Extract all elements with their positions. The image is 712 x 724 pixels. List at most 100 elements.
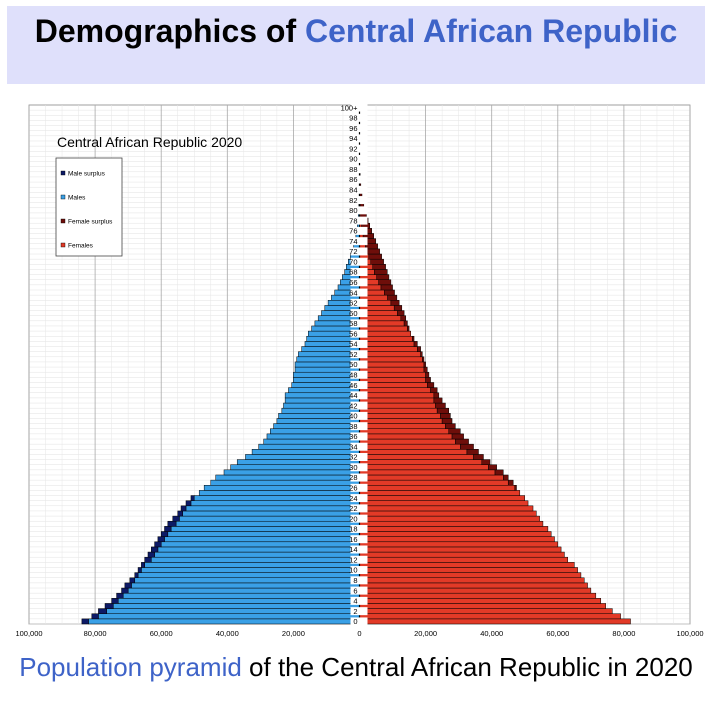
male-surplus-bar bbox=[98, 608, 107, 614]
y-tick-label: 96 bbox=[349, 124, 357, 133]
female-bar bbox=[359, 464, 489, 471]
male-surplus-bar bbox=[180, 505, 187, 512]
y-tick-bg bbox=[350, 566, 368, 575]
legend-label: Females bbox=[68, 243, 94, 250]
female-bar bbox=[359, 582, 588, 589]
male-surplus-bar bbox=[81, 618, 89, 625]
y-tick-bg bbox=[350, 278, 368, 287]
male-surplus-bar bbox=[172, 515, 180, 522]
y-tick-label: 70 bbox=[349, 257, 357, 266]
y-tick-bg bbox=[350, 257, 368, 266]
female-surplus-bar bbox=[430, 387, 438, 394]
x-tick-labels: 100,000 80,000 60,000 40,000 20,000 0 20,000 40… bbox=[15, 629, 703, 638]
y-tick-label: 82 bbox=[349, 196, 357, 205]
male-surplus-bar bbox=[147, 551, 155, 558]
female-surplus-bar bbox=[455, 438, 469, 445]
male-surplus-bar bbox=[167, 520, 177, 527]
male-bar bbox=[194, 495, 360, 501]
y-tick-bg bbox=[350, 545, 368, 554]
y-tick-bg bbox=[350, 514, 368, 523]
y-tick-label: 72 bbox=[349, 247, 357, 256]
male-bar bbox=[141, 567, 360, 573]
male-surplus-bar bbox=[134, 572, 139, 579]
y-tick-bg bbox=[350, 452, 368, 461]
female-bar bbox=[359, 546, 562, 553]
male-bar bbox=[236, 459, 360, 465]
male-bar bbox=[198, 490, 360, 496]
female-surplus-bar bbox=[413, 341, 418, 347]
female-surplus-bar bbox=[433, 397, 443, 404]
female-bar bbox=[359, 613, 621, 620]
female-bar bbox=[359, 536, 555, 543]
x-tick-label: 100,000 bbox=[676, 629, 703, 638]
female-surplus-bar bbox=[378, 279, 392, 286]
female-bar bbox=[359, 608, 613, 614]
y-tick-bg bbox=[350, 185, 368, 194]
male-bar bbox=[122, 592, 360, 599]
y-tick-bg bbox=[350, 596, 368, 605]
y-tick-label: 100+ bbox=[341, 103, 359, 112]
female-bar bbox=[359, 577, 585, 584]
y-tick-label: 2 bbox=[353, 607, 357, 616]
female-bar bbox=[359, 603, 606, 609]
female-bar bbox=[359, 479, 509, 486]
female-bar bbox=[359, 474, 504, 481]
female-bar bbox=[359, 341, 415, 347]
y-tick-label: 4 bbox=[353, 597, 357, 606]
male-surplus-bar bbox=[137, 567, 142, 573]
y-tick-label: 78 bbox=[349, 216, 357, 225]
y-tick-bg bbox=[350, 432, 368, 441]
male-bar bbox=[134, 577, 360, 584]
caption-link[interactable]: Population pyramid bbox=[19, 652, 242, 682]
y-tick-bg bbox=[350, 288, 368, 297]
female-bar bbox=[359, 449, 468, 455]
y-tick-label: 30 bbox=[349, 463, 357, 472]
female-surplus-bar bbox=[427, 382, 435, 388]
header-title-link[interactable]: Central African Republic bbox=[305, 13, 678, 49]
female-bar bbox=[359, 515, 540, 522]
female-bar bbox=[359, 531, 552, 537]
y-tick-label: 88 bbox=[349, 165, 357, 174]
female-surplus-bar bbox=[370, 258, 384, 265]
legend-swatch bbox=[60, 218, 66, 224]
female-surplus-bar bbox=[466, 449, 479, 455]
y-tick-label: 14 bbox=[349, 545, 357, 554]
female-surplus-bar bbox=[423, 366, 428, 373]
y-tick-label: 62 bbox=[349, 299, 357, 308]
y-tick-label: 8 bbox=[353, 576, 357, 585]
male-bar bbox=[230, 464, 360, 471]
y-tick-label: 6 bbox=[353, 586, 357, 595]
female-surplus-bar bbox=[412, 335, 415, 342]
legend-swatch bbox=[60, 242, 66, 248]
female-bar bbox=[359, 454, 474, 460]
y-tick-bg bbox=[350, 442, 368, 451]
y-tick-bg bbox=[350, 319, 368, 328]
male-bar bbox=[223, 469, 360, 476]
y-tick-label: 26 bbox=[349, 484, 357, 493]
y-tick-bg bbox=[350, 586, 368, 595]
male-surplus-bar bbox=[190, 495, 195, 501]
y-tick-label: 28 bbox=[349, 473, 357, 482]
male-bar bbox=[113, 603, 360, 609]
y-tick-bg bbox=[350, 381, 368, 390]
male-surplus-bar bbox=[177, 510, 183, 517]
female-bar bbox=[359, 366, 425, 373]
female-bar bbox=[359, 356, 423, 363]
male-surplus-bar bbox=[91, 613, 99, 620]
female-surplus-bar bbox=[441, 418, 453, 424]
male-bar bbox=[137, 572, 360, 579]
female-bar bbox=[359, 556, 568, 563]
male-surplus-bar bbox=[121, 587, 129, 594]
female-surplus-bar bbox=[423, 361, 426, 368]
legend-label: Male surplus bbox=[68, 171, 106, 178]
population-pyramid-chart: 0246810121416182022242628303234363840424… bbox=[15, 103, 703, 638]
male-bar bbox=[210, 479, 360, 486]
female-bar bbox=[359, 572, 582, 579]
female-surplus-bar bbox=[494, 469, 504, 476]
female-bar bbox=[359, 402, 436, 409]
y-tick-label: 34 bbox=[349, 442, 357, 451]
female-surplus-bar bbox=[393, 305, 403, 311]
y-tick-bg bbox=[350, 103, 368, 112]
male-surplus-bar bbox=[160, 531, 169, 537]
population-pyramid-figure: 0 2 4 6 8 10 12 14 16 18 20 22 24 26 28 30 32 34 36 38 40 42 4… bbox=[7, 90, 705, 646]
